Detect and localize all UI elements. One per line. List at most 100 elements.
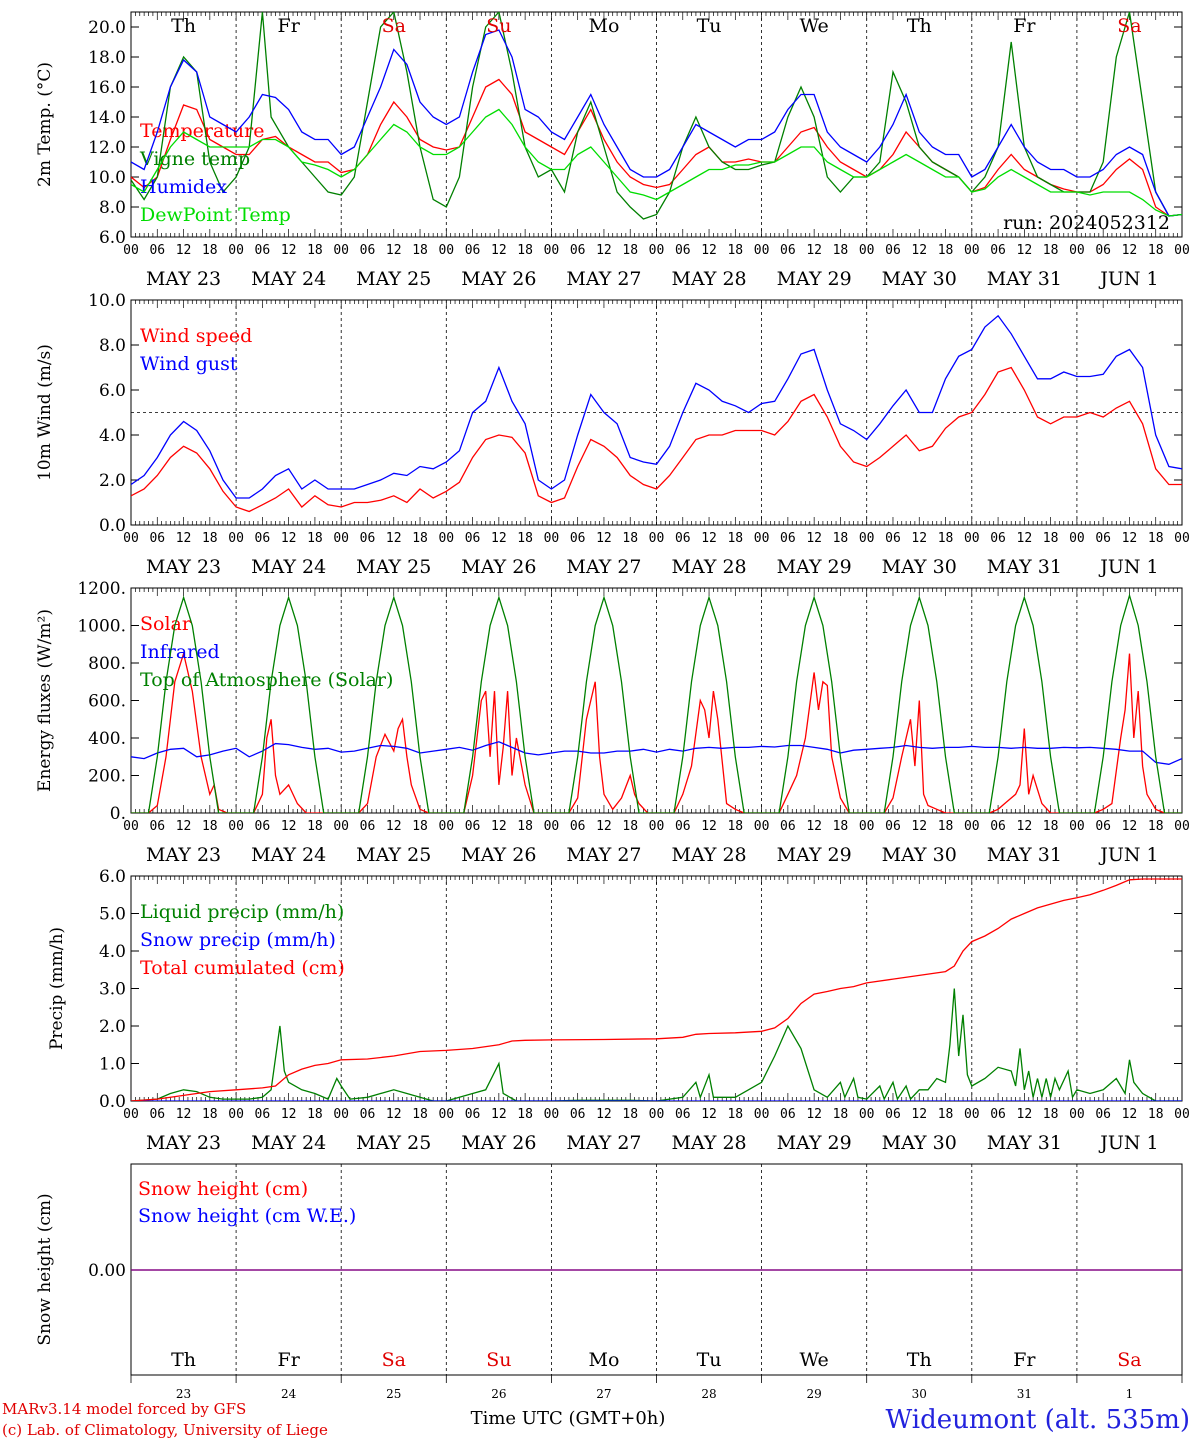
x-hour-label: 12 — [596, 531, 612, 546]
x-hour-label: 06 — [885, 531, 901, 546]
x-date-label: MAY 25 — [356, 1132, 431, 1154]
x-hour-label: 06 — [675, 531, 691, 546]
x-date-label: MAY 23 — [146, 268, 221, 290]
x-hour-label: 00 — [649, 243, 665, 258]
x-hour-label: 06 — [465, 1107, 481, 1122]
x-date-label: MAY 25 — [356, 268, 431, 290]
day-name-label: Sa — [382, 15, 406, 37]
y-tick-label: 6.0 — [99, 228, 126, 248]
x-hour-label: 00 — [649, 1107, 665, 1122]
x-hour-label: 00 — [438, 243, 454, 258]
x-date-label: MAY 27 — [566, 844, 641, 866]
x-date-label: MAY 25 — [356, 556, 431, 578]
x-hour-label: 06 — [780, 531, 796, 546]
x-date-label: MAY 26 — [461, 268, 536, 290]
y-tick-label: 4.0 — [99, 942, 126, 962]
series-wind-gust-line — [131, 314, 1182, 499]
x-hour-label: 18 — [517, 531, 533, 546]
panel-2: 0.0 2.0 4.0 6.0 8.0 10.0 10m Wind (m/s) Wind sp… — [35, 291, 1190, 578]
day-number-label: 31 — [1017, 1387, 1032, 1401]
day-name-label: Mo — [588, 1349, 619, 1371]
x-hour-label: 06 — [1095, 243, 1111, 258]
x-date-label: MAY 31 — [987, 1132, 1062, 1154]
x-date-label: MAY 27 — [566, 268, 641, 290]
x-date-label: MAY 24 — [251, 844, 326, 866]
x-hour-label: 06 — [885, 243, 901, 258]
x-hour-label: 12 — [701, 243, 717, 258]
x-hour-label: 00 — [123, 243, 139, 258]
day-name-label: Sa — [382, 1349, 406, 1371]
x-hour-label: 00 — [1069, 819, 1085, 834]
y-tick-label: 10.0 — [88, 291, 126, 311]
x-hour-label: 06 — [675, 1107, 691, 1122]
x-hour-label: 06 — [570, 243, 586, 258]
y-tick-label: 200. — [88, 767, 126, 787]
x-hour-label: 00 — [649, 819, 665, 834]
x-hour-label: 18 — [202, 531, 218, 546]
x-hour-label: 12 — [386, 531, 402, 546]
panel-frame — [130, 587, 1183, 814]
series-solar-line — [131, 651, 1182, 813]
panel-1: 6.0 8.0 10.0 12.0 14.0 16.0 18.0 20.0 2m Temp. (… — [35, 11, 1190, 290]
x-hour-label: 00 — [1069, 243, 1085, 258]
day-name-label: Fr — [278, 15, 301, 37]
x-hour-label: 18 — [517, 819, 533, 834]
x-hour-label: 06 — [149, 819, 165, 834]
x-hour-label: 00 — [754, 531, 770, 546]
x-date-label: MAY 24 — [251, 268, 326, 290]
x-hour-label: 06 — [885, 1107, 901, 1122]
x-hour-label: 18 — [833, 531, 849, 546]
x-hour-label: 12 — [1017, 1107, 1033, 1122]
x-hour-label: 18 — [307, 819, 323, 834]
x-hour-label: 00 — [333, 531, 349, 546]
location-title: Wideumont (alt. 535m) — [886, 1405, 1190, 1435]
x-hour-label: 12 — [281, 531, 297, 546]
day-name-label: Th — [171, 1349, 196, 1371]
y-tick-label: 16.0 — [88, 78, 126, 98]
x-date-label: MAY 31 — [987, 268, 1062, 290]
y-tick-label: 0.0 — [99, 516, 126, 536]
day-number-label: 1 — [1126, 1387, 1134, 1401]
day-name-label: Th — [907, 15, 932, 37]
legend-series-snow-precip-mm-h: Snow precip (mm/h) — [140, 929, 336, 951]
day-name-label: Su — [486, 1349, 511, 1371]
x-date-label: JUN 1 — [1098, 1132, 1158, 1154]
x-hour-label: 12 — [386, 243, 402, 258]
y-tick-label: 8.0 — [99, 198, 126, 218]
x-hour-label: 18 — [622, 243, 638, 258]
series-dewpoint-temp-line — [131, 108, 1182, 217]
x-date-label: MAY 28 — [671, 268, 746, 290]
x-hour-label: 12 — [491, 1107, 507, 1122]
x-hour-label: 06 — [360, 819, 376, 834]
legend-series-solar: Solar — [140, 613, 192, 635]
x-date-label: JUN 1 — [1098, 844, 1158, 866]
x-date-label: MAY 27 — [566, 556, 641, 578]
x-hour-label: 06 — [570, 531, 586, 546]
x-hour-label: 18 — [1148, 531, 1164, 546]
x-date-label: MAY 31 — [987, 844, 1062, 866]
x-hour-label: 12 — [176, 1107, 192, 1122]
x-hour-label: 00 — [859, 243, 875, 258]
x-hour-label: 00 — [544, 531, 560, 546]
x-hour-label: 18 — [307, 243, 323, 258]
x-hour-label: 12 — [911, 243, 927, 258]
x-hour-label: 00 — [333, 243, 349, 258]
x-hour-label: 00 — [544, 243, 560, 258]
x-date-label: MAY 24 — [251, 1132, 326, 1154]
series-total-cumulated-cm-line — [131, 878, 1182, 1101]
x-hour-label: 00 — [228, 531, 244, 546]
x-date-label: MAY 30 — [882, 268, 957, 290]
x-hour-label: 12 — [806, 1107, 822, 1122]
x-hour-label: 06 — [360, 531, 376, 546]
y-tick-label: 12.0 — [88, 138, 126, 158]
x-hour-label: 18 — [1148, 819, 1164, 834]
x-hour-label: 00 — [1174, 1107, 1190, 1122]
y-tick-label: 0.00 — [88, 1261, 126, 1281]
x-date-label: MAY 23 — [146, 844, 221, 866]
x-hour-label: 12 — [701, 819, 717, 834]
y-tick-label: 6.0 — [99, 867, 126, 887]
day-number-label: 23 — [176, 1387, 191, 1401]
x-hour-label: 18 — [202, 819, 218, 834]
x-hour-label: 06 — [780, 819, 796, 834]
